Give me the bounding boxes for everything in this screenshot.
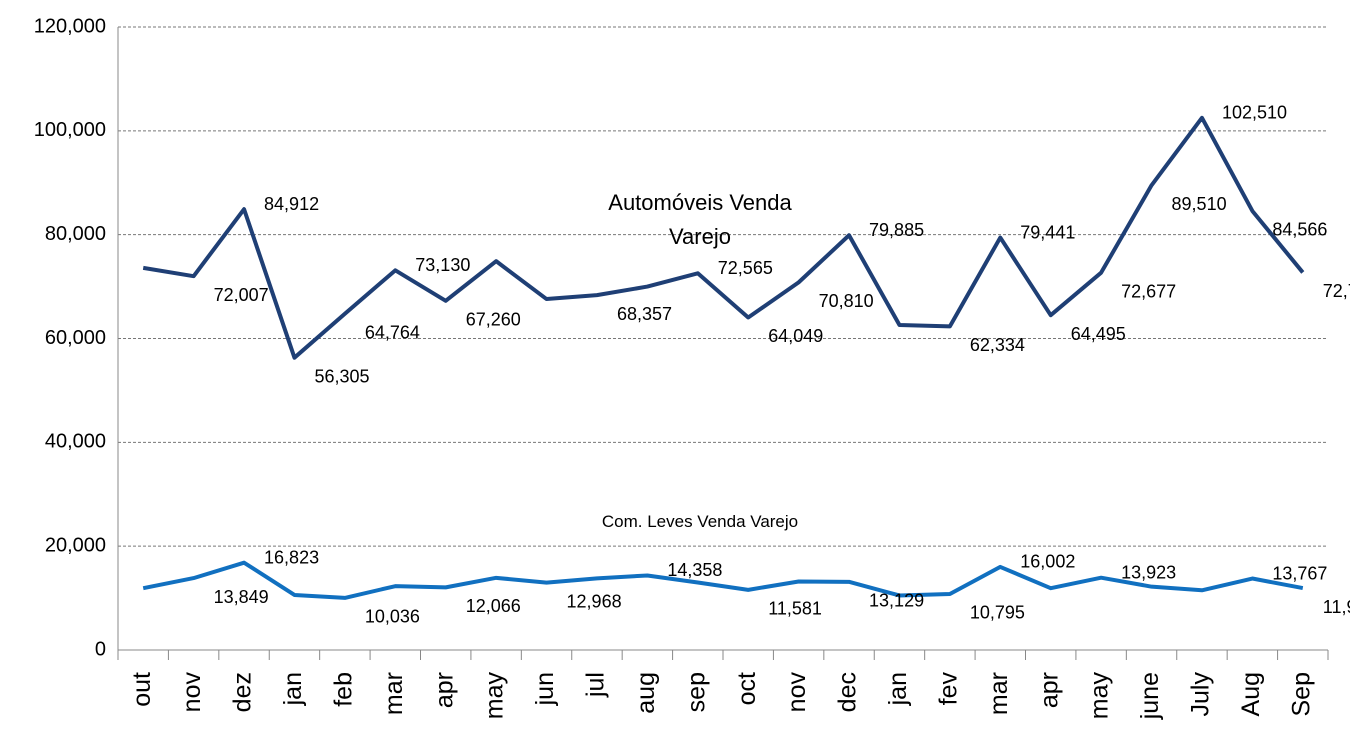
x-tick-label: jul: [582, 672, 610, 698]
x-tick-label: July: [1187, 672, 1215, 717]
x-tick-label: apr: [1035, 672, 1063, 708]
data-label: 72,565: [718, 258, 773, 278]
x-tick-label: may: [481, 672, 509, 720]
y-tick-label: 100,000: [34, 119, 106, 141]
data-label: 11,928: [1323, 597, 1350, 617]
x-tick-label: mar: [380, 672, 408, 715]
x-tick-label: jan: [279, 672, 307, 706]
y-tick-label: 120,000: [34, 15, 106, 37]
x-tick-label: oct: [733, 672, 761, 705]
data-label: 79,885: [869, 220, 924, 240]
x-tick-label: feb: [329, 672, 357, 707]
data-label: 62,334: [970, 335, 1025, 355]
data-label: 84,566: [1272, 220, 1327, 240]
x-tick-label: Aug: [1237, 672, 1265, 716]
x-tick-label: nov: [178, 672, 206, 713]
line-series: [142, 115, 1305, 360]
data-label: 64,764: [365, 323, 420, 343]
data-label: 11,581: [768, 599, 822, 619]
data-label: 12,968: [567, 591, 622, 611]
x-tick-label: june: [1136, 672, 1164, 720]
y-tick-label: 0: [95, 638, 106, 660]
data-label: 89,510: [1172, 194, 1227, 214]
x-tick-label: Sep: [1287, 672, 1315, 716]
x-tick-label: dec: [834, 672, 862, 712]
x-tick-label: nov: [783, 672, 811, 713]
series-annotation: Com. Leves Venda Varejo: [601, 512, 799, 531]
data-label: 84,912: [264, 194, 319, 214]
data-label: 16,002: [1020, 552, 1075, 572]
x-tick-label: out: [128, 672, 156, 707]
data-label: 10,795: [970, 603, 1025, 623]
y-tick-label: 40,000: [45, 431, 106, 453]
x-tick-label: apr: [430, 672, 458, 708]
data-label: 14,358: [667, 560, 722, 580]
line-series: [142, 560, 1304, 600]
x-tick-label: dez: [229, 672, 257, 712]
x-tick-label: jun: [531, 672, 559, 706]
x-tick-label: fev: [934, 672, 962, 706]
data-label: 79,441: [1020, 222, 1075, 242]
x-tick-label: aug: [632, 672, 660, 714]
data-label: 13,767: [1272, 563, 1327, 583]
data-label: 64,049: [768, 326, 823, 346]
data-label: 102,510: [1222, 103, 1287, 123]
data-label: 16,823: [264, 547, 319, 567]
data-label: 73,130: [415, 255, 470, 275]
y-tick-label: 80,000: [45, 223, 106, 245]
data-label: 64,495: [1071, 324, 1126, 344]
data-label: 13,923: [1121, 562, 1176, 582]
data-label: 72,724: [1323, 281, 1350, 301]
y-tick-label: 20,000: [45, 534, 106, 556]
data-label: 72,677: [1121, 281, 1176, 301]
data-label: 72,007: [214, 285, 269, 305]
y-tick-label: 60,000: [45, 327, 106, 349]
x-tick-label: jan: [884, 672, 912, 706]
x-tick-label: may: [1086, 672, 1114, 720]
x-tick-label: mar: [985, 672, 1013, 715]
data-label: 68,357: [617, 304, 672, 324]
data-label: 56,305: [314, 366, 369, 386]
data-label: 13,129: [869, 591, 924, 611]
data-label: 12,066: [466, 596, 521, 616]
series-annotation: Automóveis Venda Varejo: [608, 190, 792, 249]
data-label: 70,810: [819, 291, 874, 311]
data-label: 10,036: [365, 607, 420, 627]
data-label: 13,849: [214, 587, 269, 607]
data-label: 67,260: [466, 310, 521, 330]
x-tick-label: sep: [682, 672, 710, 712]
